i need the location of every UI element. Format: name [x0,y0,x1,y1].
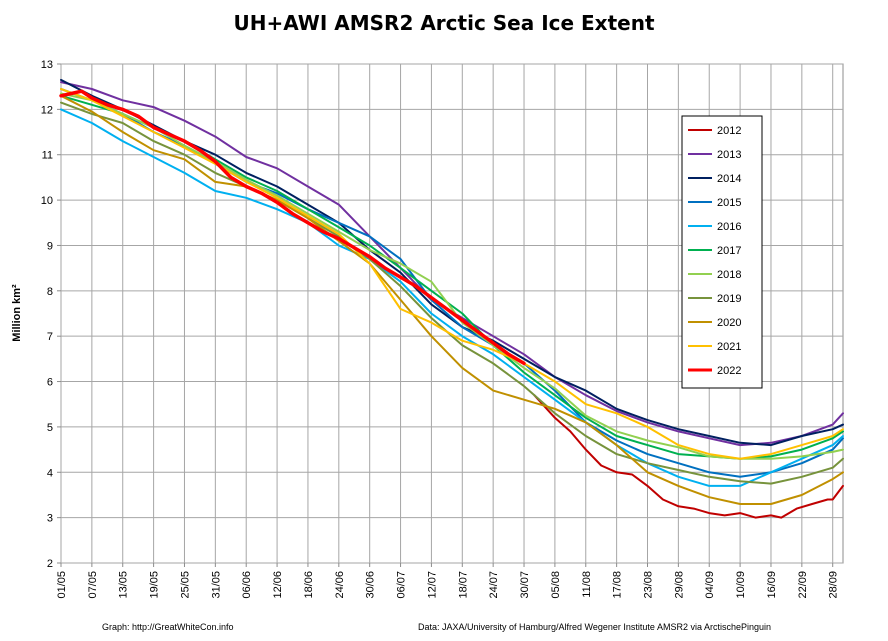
series-line-2022 [59,89,526,366]
y-tick-label: 2 [47,558,53,570]
legend-entry-2018: 2018 [717,269,741,281]
x-tick-label: 11/08 [581,571,593,598]
legend-box [681,115,763,389]
y-tick-label: 3 [47,513,53,525]
y-tick-label: 8 [47,286,53,298]
x-tick-label: 19/05 [149,571,161,599]
series-line-2019 [60,101,844,485]
series-line-2021 [60,88,844,460]
legend: 2012 2013 2014 2015 2016 2017 2018 2019 2020 2021… [681,115,763,389]
series-line-2020 [60,94,844,505]
x-tick-label: 18/07 [457,571,469,599]
legend-entry-2022: 2022 [717,365,741,377]
x-tick-label: 16/09 [766,571,778,599]
legend-entry-2019: 2019 [717,293,741,305]
y-tick-label: 13 [41,59,53,71]
x-tick-label: 12/06 [272,571,284,599]
x-tick-label: 24/06 [334,571,346,599]
x-tick-label: 30/07 [519,571,531,599]
x-tick-label: 18/06 [303,571,315,599]
x-tick-label: 30/06 [365,571,377,599]
x-tick-label: 06/07 [396,571,408,599]
legend-entry-2012: 2012 [717,125,741,137]
x-tick-label: 05/08 [550,571,562,599]
y-tick-label: 6 [47,377,53,389]
y-tick-label: 10 [41,195,53,207]
x-tick-label: 12/07 [426,571,438,599]
graph-credit: Graph: http://GreatWhiteCon.info [102,622,234,632]
x-tick-label: 04/09 [704,571,716,599]
x-tick-label: 06/06 [241,571,253,599]
x-tick-label: 31/05 [210,571,222,599]
y-tick-label: 4 [47,467,53,479]
x-tick-label: 28/09 [828,571,840,599]
x-tick-label: 24/07 [488,571,500,599]
y-tick-label: 12 [41,104,53,116]
axes: 2 3 4 5 6 7 8 9 10 11 12 13 01/05 07/05 13/05 19/05 25/0… [41,59,840,599]
y-tick-label: 11 [42,150,53,162]
x-tick-label: 07/05 [87,571,99,599]
legend-entry-2020: 2020 [717,317,741,329]
series-line-2016 [60,108,844,487]
legend-entry-2017: 2017 [717,245,741,257]
legend-entry-2015: 2015 [717,197,741,209]
x-tick-label: 13/05 [118,571,130,599]
series-lines [59,78,844,519]
x-tick-label: 01/05 [56,571,68,599]
series-line-2012 [533,394,844,519]
series-line-2013 [60,81,844,447]
legend-entry-2014: 2014 [717,173,741,185]
legend-entry-2016: 2016 [717,221,741,233]
x-tick-label: 22/09 [797,571,809,599]
y-tick-label: 9 [47,240,53,252]
x-tick-label: 29/08 [673,571,685,599]
legend-entry-2021: 2021 [717,341,741,353]
chart-title: UH+AWI AMSR2 Arctic Sea Ice Extent [233,11,654,35]
x-tick-label: 10/09 [735,571,747,599]
legend-entry-2013: 2013 [717,149,741,161]
y-axis-label: Million km² [11,284,23,342]
x-tick-label: 17/08 [612,571,624,599]
y-tick-label: 7 [47,331,53,343]
x-tick-label: 23/08 [643,571,655,599]
data-credit: Data: JAXA/University of Hamburg/Alfred … [418,622,771,632]
x-tick-label: 25/05 [179,571,191,599]
y-tick-label: 5 [47,422,53,434]
